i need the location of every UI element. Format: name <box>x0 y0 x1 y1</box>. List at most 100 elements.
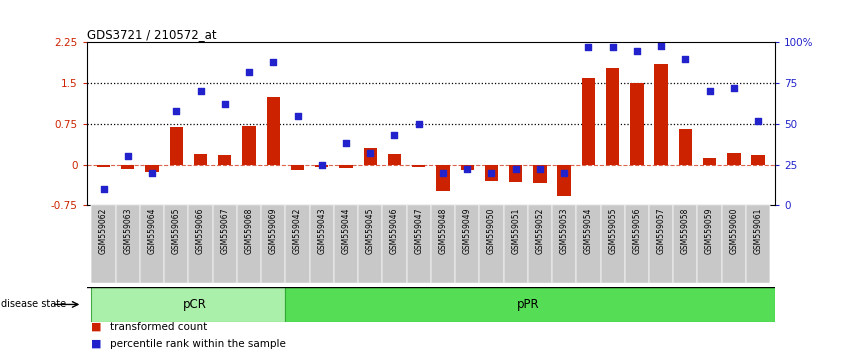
Text: GDS3721 / 210572_at: GDS3721 / 210572_at <box>87 28 216 41</box>
Bar <box>291 165 304 170</box>
Point <box>702 88 716 94</box>
Point <box>339 141 353 146</box>
Point <box>654 43 668 48</box>
Text: GSM559055: GSM559055 <box>608 208 617 254</box>
Bar <box>673 205 697 283</box>
Bar <box>679 129 692 165</box>
Bar <box>576 205 600 283</box>
Text: GSM559042: GSM559042 <box>293 208 302 254</box>
Point <box>581 45 595 50</box>
Point <box>170 108 184 114</box>
Point <box>630 48 643 53</box>
Text: GSM559048: GSM559048 <box>438 208 448 254</box>
Text: GSM559045: GSM559045 <box>365 208 375 254</box>
Bar <box>286 287 775 322</box>
Text: GSM559068: GSM559068 <box>244 208 254 254</box>
Bar <box>194 154 207 165</box>
Text: pPR: pPR <box>516 298 540 311</box>
Bar <box>315 165 328 167</box>
Bar <box>436 165 449 191</box>
Text: GSM559064: GSM559064 <box>147 208 157 254</box>
Bar <box>630 83 643 165</box>
Bar <box>600 205 624 283</box>
Bar <box>485 165 498 181</box>
Bar <box>503 205 527 283</box>
Bar <box>170 127 183 165</box>
Bar <box>582 78 595 165</box>
Bar <box>97 165 110 167</box>
Text: GSM559050: GSM559050 <box>487 208 496 254</box>
Bar <box>558 165 571 196</box>
Point <box>218 102 232 107</box>
Text: GSM559067: GSM559067 <box>220 208 229 254</box>
Text: GSM559062: GSM559062 <box>99 208 108 254</box>
Bar <box>430 205 455 283</box>
Bar <box>455 205 479 283</box>
Bar <box>310 205 334 283</box>
Text: pCR: pCR <box>183 298 206 311</box>
Bar <box>286 205 310 283</box>
Point <box>194 88 208 94</box>
Point <box>484 170 498 176</box>
Text: GSM559043: GSM559043 <box>317 208 326 254</box>
Bar <box>479 205 503 283</box>
Bar <box>624 205 649 283</box>
Bar <box>359 205 383 283</box>
Text: GSM559063: GSM559063 <box>123 208 132 254</box>
Bar <box>339 165 352 169</box>
Bar <box>267 97 280 165</box>
Point <box>605 45 619 50</box>
Text: GSM559058: GSM559058 <box>681 208 690 254</box>
Text: GSM559047: GSM559047 <box>414 208 423 254</box>
Bar <box>606 68 619 165</box>
Point <box>557 170 571 176</box>
Point <box>460 167 474 172</box>
Bar <box>388 154 401 165</box>
Point <box>412 121 426 127</box>
Point <box>145 170 159 176</box>
Bar <box>649 205 673 283</box>
Bar <box>697 205 721 283</box>
Text: GSM559052: GSM559052 <box>535 208 545 254</box>
Point <box>388 132 402 138</box>
Text: GSM559051: GSM559051 <box>511 208 520 254</box>
Text: GSM559066: GSM559066 <box>196 208 205 254</box>
Bar <box>703 158 716 165</box>
Text: GSM559061: GSM559061 <box>753 208 763 254</box>
Bar <box>218 155 231 165</box>
Bar <box>412 165 425 167</box>
Point <box>678 56 692 62</box>
Point <box>267 59 281 65</box>
Text: ■: ■ <box>91 321 101 332</box>
Text: GSM559054: GSM559054 <box>584 208 593 254</box>
Bar <box>262 205 286 283</box>
Point <box>364 150 378 156</box>
Point <box>121 154 135 159</box>
Bar <box>334 205 359 283</box>
Text: GSM559046: GSM559046 <box>390 208 399 254</box>
Point <box>315 162 329 167</box>
Bar <box>527 205 552 283</box>
Text: disease state: disease state <box>1 299 66 309</box>
Point <box>436 170 449 176</box>
Text: GSM559044: GSM559044 <box>341 208 351 254</box>
Bar <box>165 205 189 283</box>
Bar <box>383 205 407 283</box>
Bar <box>533 165 546 183</box>
Bar <box>116 205 140 283</box>
Bar <box>145 165 158 172</box>
Bar <box>213 205 237 283</box>
Text: GSM559060: GSM559060 <box>729 208 739 254</box>
Bar <box>407 205 430 283</box>
Bar <box>92 205 116 283</box>
Text: GSM559049: GSM559049 <box>462 208 472 254</box>
Point <box>508 167 522 172</box>
Bar <box>655 64 668 165</box>
Text: ■: ■ <box>91 339 101 349</box>
Point <box>727 85 740 91</box>
Bar <box>552 205 576 283</box>
Text: GSM559069: GSM559069 <box>268 208 278 254</box>
Point <box>533 167 546 172</box>
Text: GSM559059: GSM559059 <box>705 208 714 254</box>
Bar <box>364 148 377 165</box>
